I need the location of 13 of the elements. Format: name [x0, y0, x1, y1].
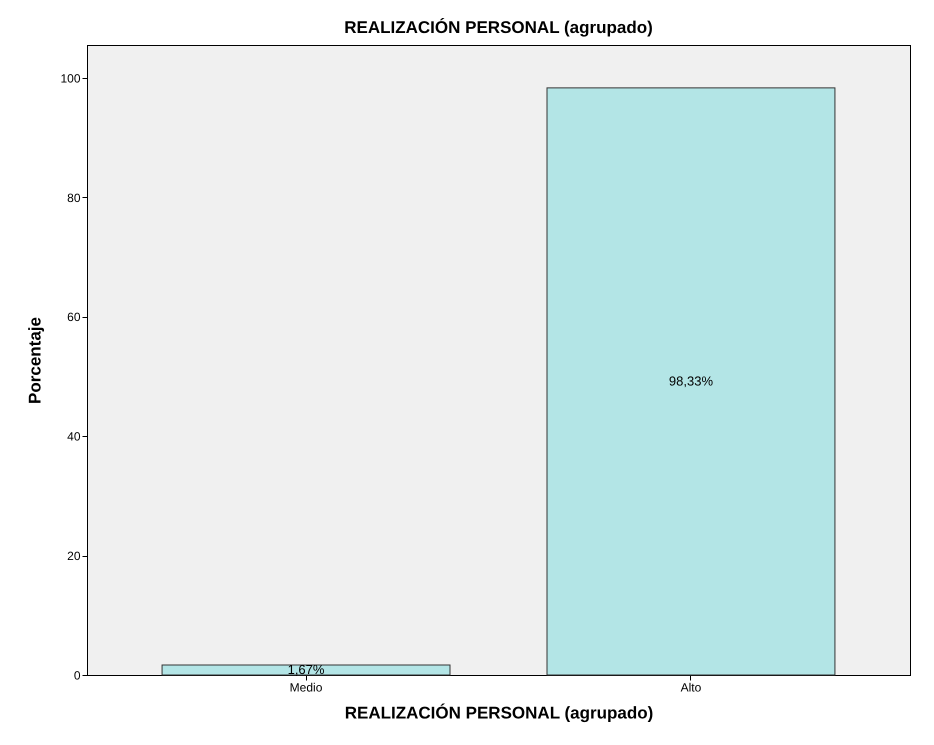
chart-title: REALIZACIÓN PERSONAL (agrupado) [344, 17, 653, 37]
y-tick-label: 0 [74, 668, 81, 682]
data-label: 1,67% [288, 662, 325, 678]
y-axis-title: Porcentaje [25, 317, 44, 404]
y-tick-label: 80 [67, 190, 81, 205]
y-tick-label: 20 [67, 549, 81, 564]
y-tick-label: 40 [67, 430, 81, 444]
data-label: 98,33% [668, 373, 714, 388]
y-tick-label: 60 [67, 310, 81, 324]
x-tick-label: Medio [290, 680, 323, 694]
y-tick-label: 100 [60, 71, 81, 86]
x-tick-label: Alto [680, 680, 702, 694]
x-axis-title: REALIZACIÓN PERSONAL (agrupado) [344, 702, 654, 722]
